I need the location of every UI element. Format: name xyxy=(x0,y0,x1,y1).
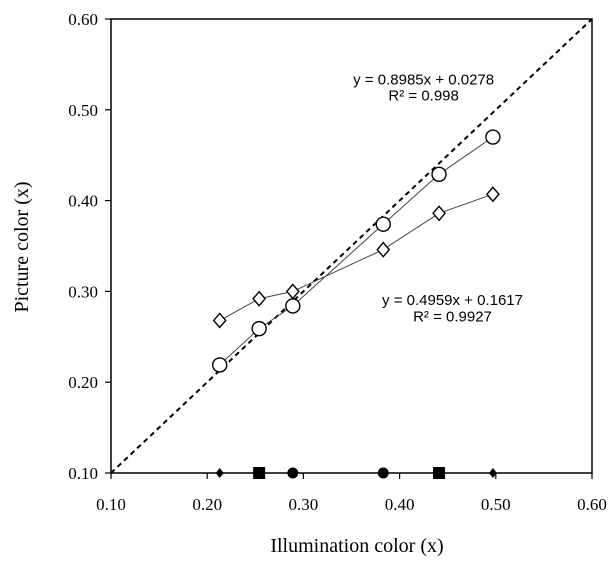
x-tick-label: 0.20 xyxy=(192,495,222,514)
series-2-point xyxy=(485,186,500,203)
series-2-line xyxy=(219,193,494,321)
x-tick-label: 0.60 xyxy=(577,495,607,514)
x-axis-title: Illumination color (x) xyxy=(270,535,443,557)
identity-reference-line xyxy=(110,18,593,474)
x-tick-label: 0.40 xyxy=(385,495,415,514)
y-tick-label: 0.50 xyxy=(68,101,98,120)
series-2-point xyxy=(285,283,300,300)
series-3-point xyxy=(215,468,224,478)
series-2-point xyxy=(252,290,267,307)
y-tick-label: 0.30 xyxy=(68,282,98,301)
equation-annotation-3: y = 0.4959x + 0.1617 xyxy=(382,292,523,309)
series-4-point xyxy=(253,467,266,479)
series-4-point xyxy=(433,467,446,479)
series-3-point xyxy=(488,468,497,478)
series-2-point xyxy=(376,241,391,258)
x-tick-label: 0.50 xyxy=(481,495,511,514)
y-tick-label: 0.40 xyxy=(68,192,98,211)
equation-annotation-2: R² = 0.998 xyxy=(388,88,458,105)
y-tick-label: 0.10 xyxy=(68,464,98,483)
series-1-point xyxy=(485,129,501,145)
series-2-point xyxy=(212,312,227,329)
series-1-point xyxy=(375,216,391,232)
series-1-point xyxy=(285,298,301,314)
series-5-point xyxy=(287,467,299,479)
series-1-line xyxy=(219,136,494,366)
y-tick-label: 0.60 xyxy=(68,10,98,29)
series-1-point xyxy=(251,320,267,337)
y-tick-label: 0.20 xyxy=(68,373,98,392)
equation-annotation-4: R² = 0.9927 xyxy=(413,308,492,325)
plot-area: 0.10 0.20 0.30 0.40 0.50 0.60 0.10 0.20 0.30 0.40… xyxy=(68,10,607,514)
x-tick-label: 0.10 xyxy=(96,495,126,514)
series-1-point xyxy=(431,166,447,182)
y-axis-title: Picture color (x) xyxy=(11,181,33,312)
series-2-point xyxy=(432,205,446,222)
series-1-point xyxy=(212,357,228,373)
plot-frame xyxy=(110,18,593,474)
x-tick-label: 0.30 xyxy=(289,495,319,514)
series-5-point xyxy=(377,467,389,479)
equation-annotation-1: y = 0.8985x + 0.0278 xyxy=(353,71,494,88)
